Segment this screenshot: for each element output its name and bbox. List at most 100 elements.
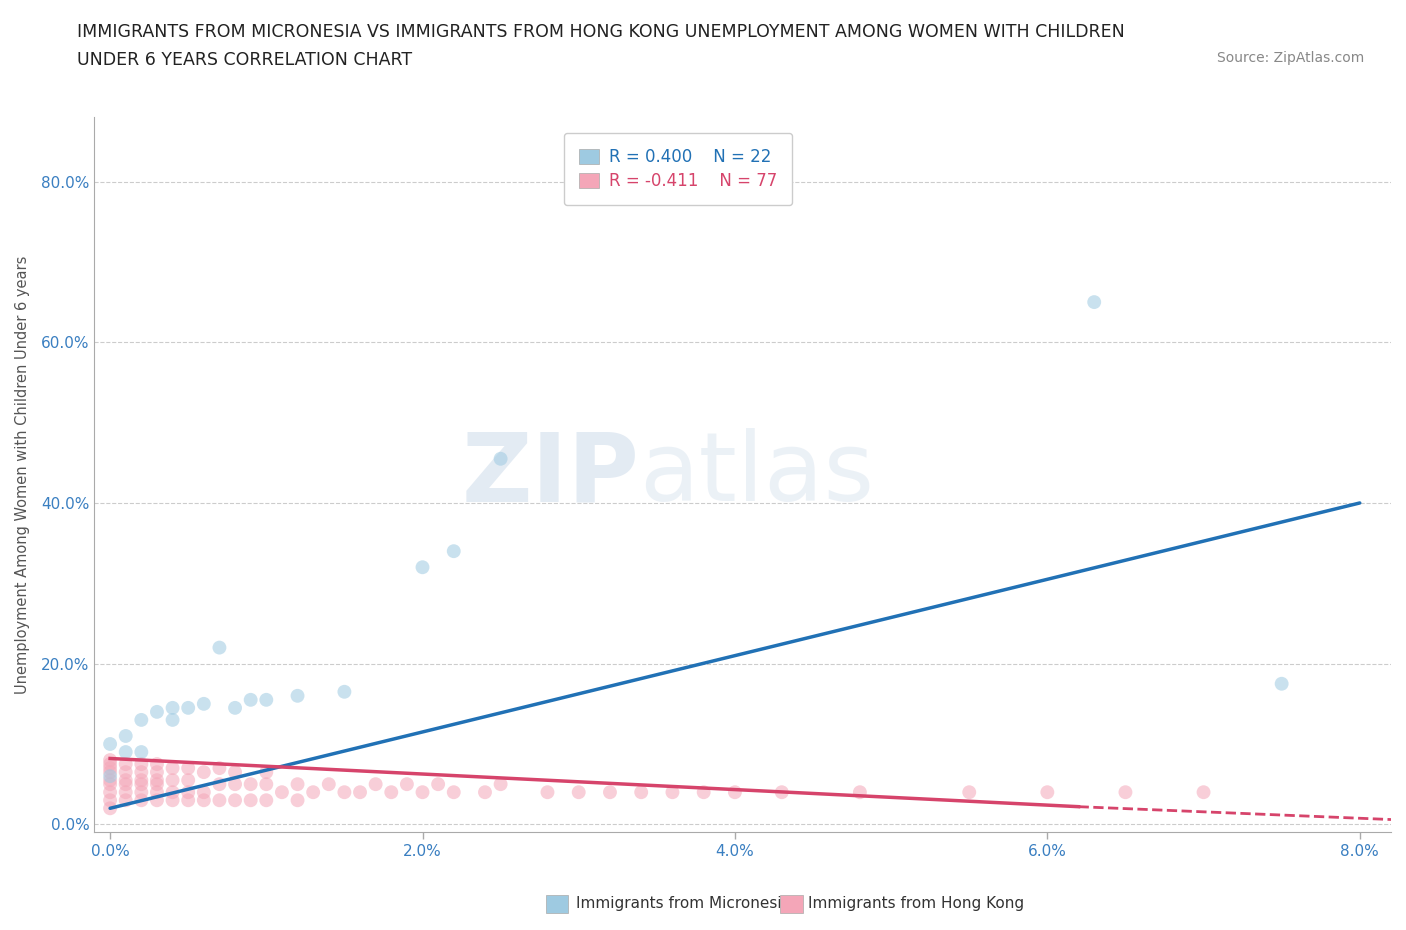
Point <box>427 777 450 791</box>
Point <box>318 777 340 791</box>
Point <box>98 737 121 751</box>
Text: UNDER 6 YEARS CORRELATION CHART: UNDER 6 YEARS CORRELATION CHART <box>77 51 412 69</box>
Point <box>287 792 309 807</box>
Point <box>536 785 558 800</box>
Point <box>162 785 184 800</box>
Text: ZIP: ZIP <box>461 429 638 522</box>
Point <box>162 700 184 715</box>
Point <box>489 451 512 466</box>
Point <box>1114 785 1136 800</box>
Point <box>177 792 200 807</box>
Point <box>254 764 277 779</box>
Point <box>98 792 121 807</box>
Point <box>208 777 231 791</box>
Point <box>131 792 153 807</box>
Text: Immigrants from Micronesia: Immigrants from Micronesia <box>576 897 792 911</box>
Point <box>254 692 277 707</box>
Point <box>957 785 980 800</box>
Point <box>443 544 465 559</box>
Point <box>224 700 246 715</box>
Point <box>146 777 169 791</box>
Text: Source: ZipAtlas.com: Source: ZipAtlas.com <box>1216 51 1364 65</box>
Point <box>224 764 246 779</box>
Point <box>224 792 246 807</box>
Point <box>630 785 652 800</box>
Point <box>98 757 121 772</box>
Point <box>208 792 231 807</box>
Point <box>661 785 683 800</box>
Point <box>177 700 200 715</box>
Point <box>177 761 200 776</box>
Point <box>770 785 793 800</box>
Point <box>254 777 277 791</box>
Point <box>193 792 215 807</box>
Point <box>131 785 153 800</box>
Point <box>114 745 136 760</box>
Point <box>177 773 200 788</box>
Y-axis label: Unemployment Among Women with Children Under 6 years: Unemployment Among Women with Children U… <box>15 256 30 694</box>
Point <box>131 757 153 772</box>
Point <box>114 792 136 807</box>
Point <box>114 728 136 743</box>
Point <box>224 777 246 791</box>
Point <box>131 745 153 760</box>
Point <box>239 777 262 791</box>
Point <box>131 777 153 791</box>
Point <box>114 773 136 788</box>
Point <box>1271 676 1294 691</box>
Point <box>114 764 136 779</box>
Point <box>380 785 402 800</box>
Text: IMMIGRANTS FROM MICRONESIA VS IMMIGRANTS FROM HONG KONG UNEMPLOYMENT AMONG WOMEN: IMMIGRANTS FROM MICRONESIA VS IMMIGRANTS… <box>77 23 1125 41</box>
Point <box>1192 785 1215 800</box>
Point <box>98 764 121 779</box>
Point <box>349 785 371 800</box>
Point <box>98 773 121 788</box>
Point <box>287 688 309 703</box>
Point <box>239 692 262 707</box>
Point <box>98 801 121 816</box>
Point <box>162 761 184 776</box>
Point <box>489 777 512 791</box>
Point <box>146 785 169 800</box>
Point <box>114 777 136 791</box>
Point <box>146 773 169 788</box>
Point <box>364 777 387 791</box>
Point <box>193 697 215 711</box>
Point <box>271 785 294 800</box>
Point <box>146 704 169 719</box>
Point <box>395 777 418 791</box>
Point <box>131 764 153 779</box>
Point <box>208 761 231 776</box>
Point <box>162 792 184 807</box>
Point <box>146 792 169 807</box>
Point <box>98 785 121 800</box>
Point <box>177 785 200 800</box>
Text: Immigrants from Hong Kong: Immigrants from Hong Kong <box>808 897 1025 911</box>
Point <box>131 712 153 727</box>
Point <box>193 764 215 779</box>
Point <box>599 785 621 800</box>
Point <box>1083 295 1105 310</box>
Point <box>146 757 169 772</box>
Point <box>474 785 496 800</box>
Point <box>412 560 434 575</box>
Point <box>98 761 121 776</box>
Point <box>146 764 169 779</box>
Legend: R = 0.400    N = 22, R = -0.411    N = 77: R = 0.400 N = 22, R = -0.411 N = 77 <box>564 133 792 206</box>
Point <box>568 785 591 800</box>
Point <box>443 785 465 800</box>
Point <box>692 785 714 800</box>
Point <box>333 785 356 800</box>
Point <box>193 785 215 800</box>
Point <box>302 785 325 800</box>
Point <box>254 792 277 807</box>
Point <box>162 712 184 727</box>
Point <box>98 769 121 784</box>
Point <box>131 773 153 788</box>
Point <box>98 777 121 791</box>
Point <box>849 785 872 800</box>
Point <box>724 785 747 800</box>
Point <box>333 684 356 699</box>
Point <box>1036 785 1059 800</box>
Text: atlas: atlas <box>638 429 875 522</box>
